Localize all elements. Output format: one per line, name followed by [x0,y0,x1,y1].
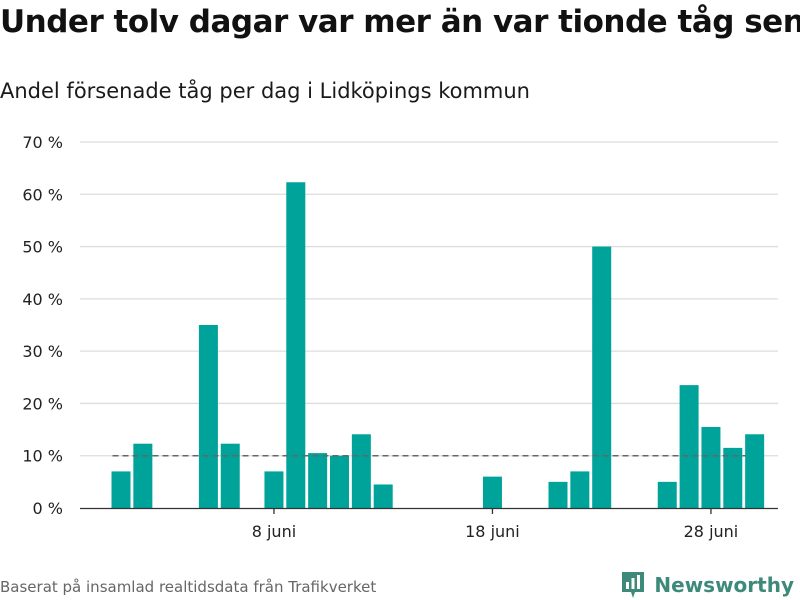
source-note: Baserat på insamlad realtidsdata från Tr… [0,578,377,596]
grid-lines [80,141,778,457]
y-tick-label: 40 % [22,290,63,309]
x-tick-label: 28 juni [684,522,739,541]
y-tick-label: 70 % [22,133,63,152]
y-tick-label: 0 % [33,499,63,518]
bar [330,455,349,508]
bar [701,426,721,508]
y-axis-labels: 0 % 10 % 20 % 30 % 40 % 50 % 60 % 70 % [22,133,63,518]
bar [198,325,218,508]
bar [286,182,306,508]
y-tick-label: 60 % [22,185,63,204]
bar [264,471,284,508]
brand-name: Newsworthy [654,573,794,597]
bar [657,481,677,508]
bar [133,443,153,508]
bar [308,453,328,508]
bar [548,481,568,508]
x-axis: 8 juni 18 juni 28 juni [80,507,778,541]
bar [745,434,765,508]
bar [570,471,590,508]
x-tick-label: 18 juni [465,522,520,541]
bar [373,484,393,508]
bar [351,434,371,508]
bar [111,471,131,508]
y-tick-label: 10 % [22,447,63,466]
y-tick-label: 20 % [22,394,63,413]
bar [723,447,743,508]
bar [679,385,699,508]
bar [592,246,612,509]
brand-logo[interactable]: Newsworthy [620,570,794,600]
y-tick-label: 50 % [22,238,63,257]
chart-title: Under tolv dagar var mer än var tionde t… [0,4,800,40]
bars [111,182,765,509]
bar [220,443,240,508]
bar [482,476,502,508]
newsworthy-logo-icon [622,572,645,598]
x-tick-label: 8 juni [252,522,296,541]
y-tick-label: 30 % [22,342,63,361]
chart-subtitle: Andel försenade tåg per dag i Lidköpings… [0,79,530,103]
